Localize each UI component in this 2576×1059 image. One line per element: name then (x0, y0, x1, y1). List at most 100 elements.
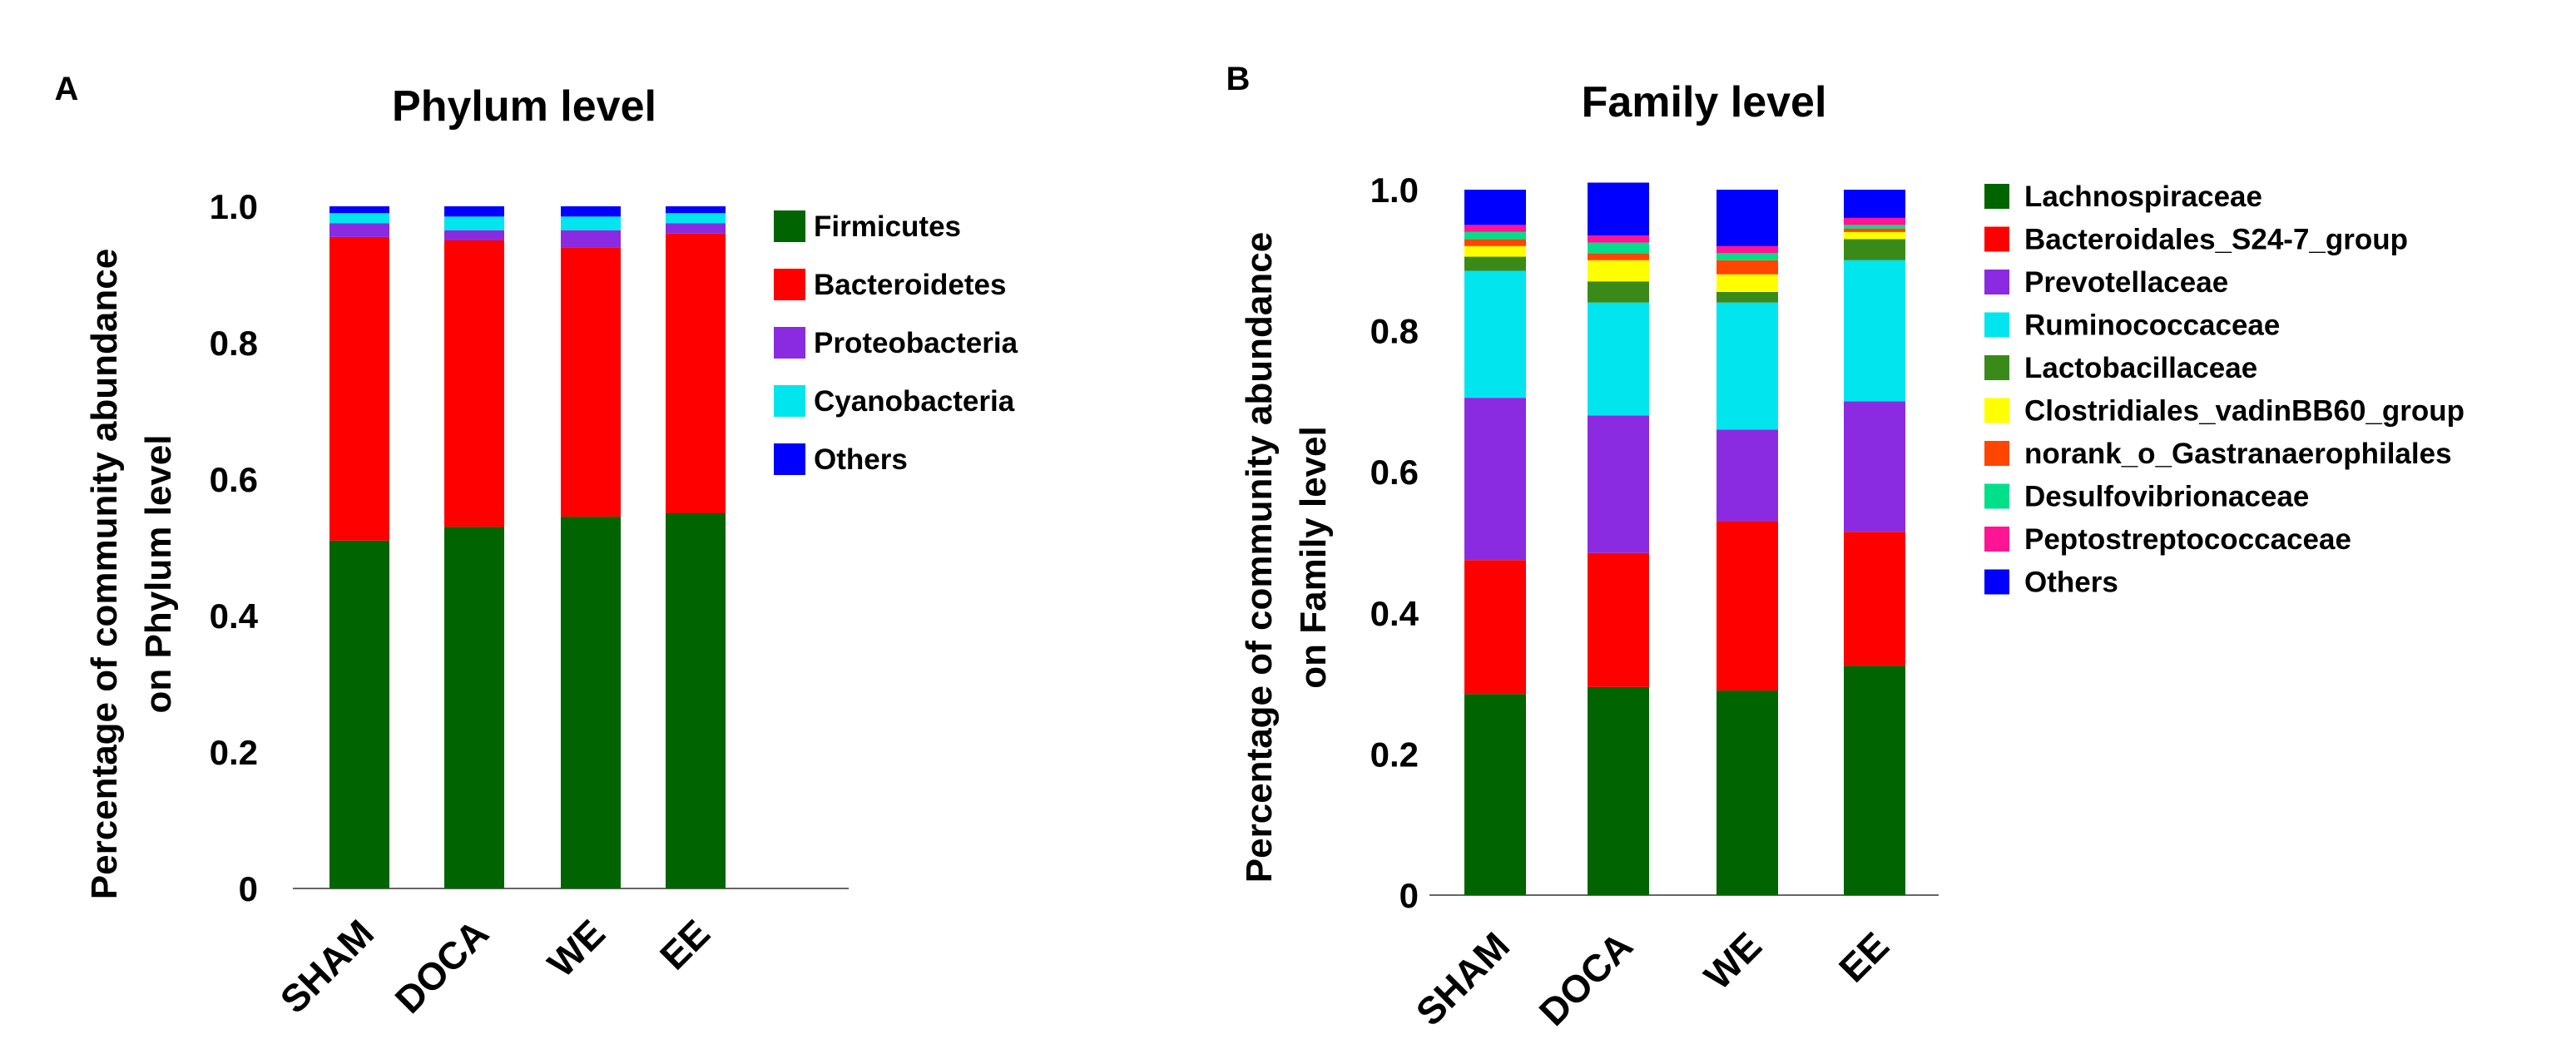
legend-label: norank_o_Gastranaerophilales (2024, 438, 2452, 470)
y-axis-label-line1: Percentage of community abundance (1239, 232, 1280, 883)
chart-title: Family level (1582, 78, 1827, 126)
panel-a: A Phylum level Percentage of community abu… (55, 71, 1018, 1022)
bar-segment-sham-proteobacteria (329, 223, 389, 237)
legend-swatch (774, 443, 805, 475)
legend-label: Proteobacteria (814, 327, 1018, 359)
bar-segment-we-bacteroidetes (561, 247, 621, 517)
bar-segment-doca-bacteroidales-s24-7-group (1588, 552, 1649, 687)
bar-segment-ee-norank-o-gastranaerophilales (1844, 228, 1905, 232)
bar-segment-sham-ruminococcaceae (1464, 270, 1526, 398)
bar-segment-doca-desulfovibrionaceae (1588, 242, 1649, 254)
bar-segment-sham-others (1464, 190, 1526, 225)
legend-label: Desulfovibrionaceae (2024, 481, 2309, 513)
legend-label: Lachnospiraceae (2024, 181, 2262, 213)
bar-segment-we-norank-o-gastranaerophilales (1717, 260, 1778, 275)
legend-label: Ruminococcaceae (2024, 309, 2280, 342)
legend-swatch (1984, 569, 2009, 595)
bar-segment-doca-norank-o-gastranaerophilales (1588, 253, 1649, 260)
bar-segment-ee-bacteroidetes (666, 233, 726, 513)
legend: Firmicutes Bacteroidetes Proteobacteria Cya… (774, 210, 1018, 476)
panel-label: A (55, 71, 79, 107)
bar-segment-we-ruminococcaceae (1717, 302, 1778, 430)
bar-segment-ee-ruminococcaceae (1844, 260, 1905, 402)
bar-segment-sham-peptostreptococcaceae (1464, 225, 1526, 232)
y-tick-label: 0.2 (210, 733, 258, 772)
bar-segment-ee-clostridiales-vadinbb60-group (1844, 231, 1905, 240)
bar-segment-doca-clostridiales-vadinbb60-group (1588, 260, 1649, 282)
bar-segment-sham-prevotellaceae (1464, 398, 1526, 561)
legend-swatch (774, 269, 805, 300)
bar-segment-we-lactobacillaceae (1717, 291, 1778, 303)
chart-title: Phylum level (392, 82, 656, 131)
y-tick-label: 0.4 (210, 596, 259, 636)
bar-segment-ee-peptostreptococcaceae (1844, 217, 1905, 225)
bar-segment-sham-lactobacillaceae (1464, 256, 1526, 271)
bar-segment-ee-bacteroidales-s24-7-group (1844, 532, 1905, 666)
bar-segment-ee-firmicutes (666, 513, 726, 888)
bar-segment-sham-cyanobacteria (329, 213, 389, 224)
bar-segment-doca-peptostreptococcaceae (1588, 235, 1649, 243)
legend-label: Bacteroidales_S24-7_group (2024, 224, 2408, 256)
bar-segment-ee-lachnospiraceae (1844, 666, 1905, 895)
bar-segment-we-prevotellaceae (1717, 429, 1778, 522)
y-tick-label: 0.6 (210, 460, 258, 499)
bar-segment-ee-cyanobacteria (666, 213, 726, 224)
bar-segment-we-clostridiales-vadinbb60-group (1717, 274, 1778, 292)
bar-segment-doca-others (1588, 182, 1649, 236)
bar-segment-sham-desulfovibrionaceae (1464, 231, 1526, 240)
panel-label: B (1226, 61, 1251, 97)
bar-segment-we-others (1717, 190, 1778, 246)
legend-label: Clostridiales_vadinBB60_group (2024, 395, 2465, 428)
bar-segment-sham-norank-o-gastranaerophilales (1464, 239, 1526, 246)
bar-segment-doca-proteobacteria (444, 230, 504, 240)
legend-label: Cyanobacteria (814, 385, 1015, 418)
panel-b: B Family level Percentage of community abu… (1226, 61, 2465, 1034)
legend-swatch (1984, 398, 2009, 423)
bar-segment-doca-firmicutes (444, 527, 504, 888)
bar-segment-we-firmicutes (561, 517, 621, 888)
legend-swatch (1984, 355, 2009, 380)
y-tick-label: 0.8 (1370, 312, 1419, 351)
x-category-label: SHAM (272, 911, 383, 1022)
y-axis-label-line2: on Phylum level (138, 435, 179, 714)
bar-segment-doca-ruminococcaceae (1588, 302, 1649, 416)
bar-segment-ee-others (1844, 190, 1905, 218)
bar-segment-ee-desulfovibrionaceae (1844, 225, 1905, 229)
y-tick-label: 0 (1399, 876, 1419, 915)
legend-swatch (1984, 441, 2009, 466)
x-category-label: DOCA (387, 911, 498, 1022)
bar-segment-doca-lactobacillaceae (1588, 281, 1649, 303)
y-axis-label-line2: on Family level (1293, 426, 1334, 688)
legend-label: Bacteroidetes (814, 269, 1006, 301)
x-category-label: DOCA (1531, 923, 1642, 1034)
y-tick-label: 0.4 (1370, 594, 1419, 633)
bar-segment-we-cyanobacteria (561, 216, 621, 230)
bar-segment-sham-firmicutes (329, 540, 389, 888)
bar-segment-we-lachnospiraceae (1717, 690, 1778, 895)
bar-segment-doca-cyanobacteria (444, 216, 504, 230)
bar-segment-we-bacteroidales-s24-7-group (1717, 521, 1778, 691)
bar-segment-sham-bacteroidetes (329, 236, 389, 541)
x-category-label: WE (1696, 923, 1770, 997)
bar-segment-ee-lactobacillaceae (1844, 239, 1905, 260)
legend-swatch (1984, 527, 2009, 552)
legend-swatch (774, 385, 805, 417)
y-axis-label-line1: Percentage of community abundance (84, 249, 125, 899)
bar-segment-ee-prevotellaceae (1844, 401, 1905, 532)
legend-label: Others (814, 443, 908, 476)
bar-segment-ee-proteobacteria (666, 223, 726, 234)
bar-segment-doca-lachnospiraceae (1588, 686, 1649, 895)
legend-swatch (1984, 184, 2009, 209)
legend-label: Peptostreptococcaceae (2024, 523, 2351, 556)
bar-segment-doca-bacteroidetes (444, 240, 504, 527)
bar-segment-sham-others (329, 206, 389, 214)
x-category-label: EE (1830, 923, 1897, 990)
legend-swatch (1984, 270, 2009, 294)
y-tick-label: 0 (239, 869, 258, 908)
bar-segment-doca-prevotellaceae (1588, 415, 1649, 553)
legend-swatch (1984, 483, 2009, 509)
legend-label: Firmicutes (814, 210, 961, 243)
legend: Lachnospiraceae Bacteroidales_S24-7_group… (1984, 181, 2465, 599)
